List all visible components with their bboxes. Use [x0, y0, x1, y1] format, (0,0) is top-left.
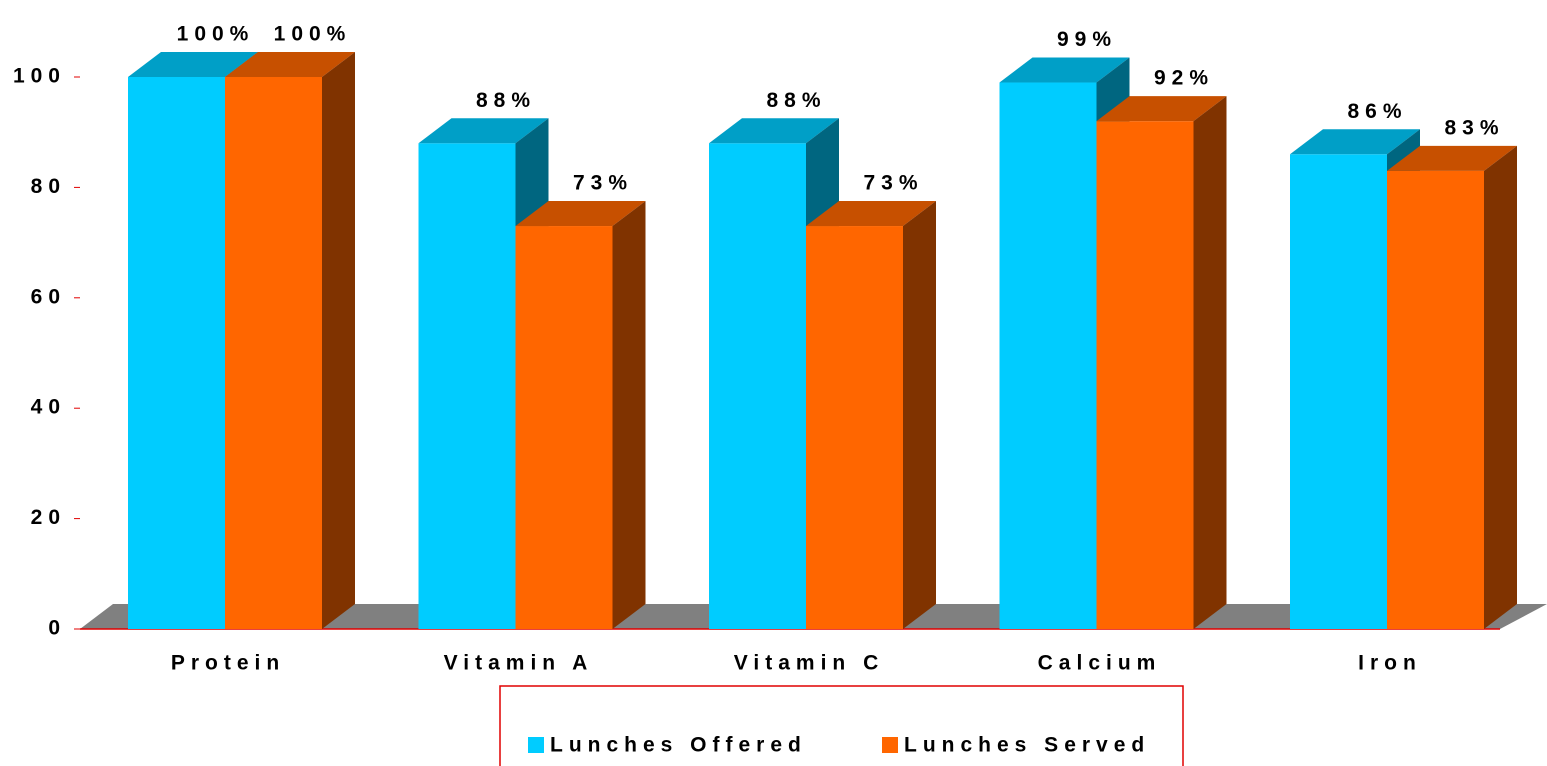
bar: [1096, 121, 1194, 629]
bar: [709, 143, 806, 630]
legend-label: Lunches Served: [904, 734, 1150, 757]
bar-top: [515, 201, 646, 227]
bar-side: [903, 201, 936, 630]
bar-top: [418, 118, 549, 144]
bar-top: [1096, 96, 1227, 122]
x-tick-label: Vitamin A: [444, 652, 594, 675]
bar-top: [1290, 129, 1420, 155]
value-label: 100%: [274, 23, 352, 46]
x-tick-label: Iron: [1358, 652, 1422, 675]
bar-top: [225, 52, 355, 77]
legend-box: [499, 685, 1184, 766]
bar: [999, 82, 1097, 629]
value-label: 100%: [177, 23, 255, 46]
y-tick-label: 60: [31, 285, 66, 308]
bar: [225, 77, 322, 629]
value-label: 83%: [1444, 116, 1504, 139]
value-label: 88%: [766, 89, 826, 112]
x-tick-label: Protein: [171, 652, 285, 675]
bar: [515, 226, 613, 630]
bar: [418, 143, 516, 630]
bar: [1290, 154, 1387, 629]
bar-top: [128, 52, 258, 77]
y-tick-label: 80: [31, 175, 66, 198]
legend-swatch: [528, 737, 544, 753]
y-tick-label: 0: [48, 617, 66, 640]
bar-top: [709, 118, 839, 144]
y-tick-label: 100: [13, 65, 66, 88]
bar-side: [1484, 145, 1517, 629]
legend-swatch: [882, 737, 898, 753]
bar-side: [322, 52, 355, 629]
y-tick-label: 20: [31, 506, 66, 529]
value-label: 99%: [1057, 28, 1117, 51]
bar-top: [1387, 145, 1517, 171]
bar: [806, 226, 903, 630]
bar: [1387, 170, 1484, 629]
value-label: 88%: [476, 89, 536, 112]
bar-top: [806, 201, 936, 227]
x-tick-label: Calcium: [1038, 652, 1162, 675]
value-label: 73%: [573, 172, 633, 195]
bar: [128, 77, 225, 629]
value-label: 73%: [863, 172, 923, 195]
bar-side: [612, 201, 646, 630]
legend-label: Lunches Offered: [550, 734, 807, 757]
bar-top: [999, 57, 1130, 83]
x-tick-label: Vitamin C: [734, 652, 884, 675]
bar-side: [1193, 96, 1227, 629]
y-tick-label: 40: [31, 396, 66, 419]
value-label: 92%: [1154, 67, 1214, 90]
value-label: 86%: [1347, 100, 1407, 123]
